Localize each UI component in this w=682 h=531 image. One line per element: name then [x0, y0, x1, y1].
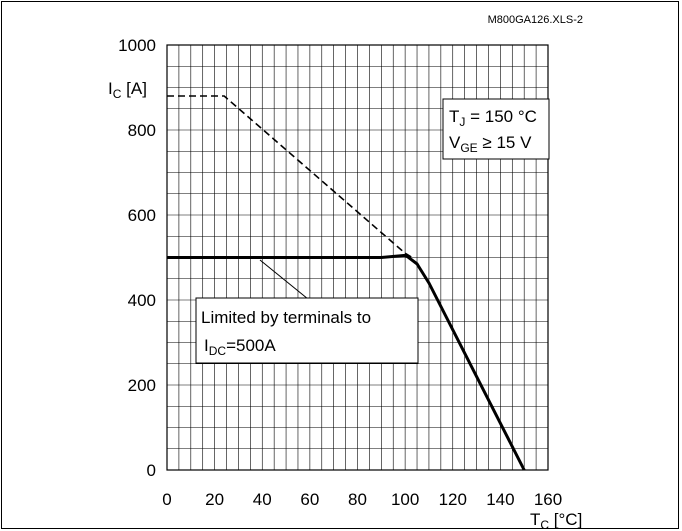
series-line-dashed [167, 95, 413, 259]
limit-note-leader-line [259, 259, 309, 300]
file-code-label: M800GA126.XLS-2 [488, 14, 583, 26]
x-tick-label: 80 [348, 490, 367, 509]
x-tick-label: 60 [300, 490, 319, 509]
x-axis-label: TC [°C] [530, 510, 582, 531]
y-axis-label: IC [A] [108, 79, 147, 101]
y-tick-label: 1000 [118, 36, 156, 55]
x-tick-label: 40 [253, 490, 272, 509]
series-line-solid [167, 253, 526, 471]
limit-note-line2: IDC=500A [204, 336, 276, 358]
tj-condition-label: TJ = 150 °C [449, 107, 537, 129]
y-tick-label: 200 [128, 376, 156, 395]
x-tick-label: 120 [439, 490, 467, 509]
x-tick-labels: 0 20 40 60 80 100 120 140 160 [162, 490, 562, 509]
limit-note-line1: Limited by terminals to [201, 308, 371, 327]
limit-note-box [195, 297, 419, 364]
y-tick-label: 800 [128, 121, 156, 140]
vge-condition-label: VGE ≥ 15 V [449, 133, 532, 155]
conditions-box [442, 98, 550, 160]
x-tick-label: 20 [205, 490, 224, 509]
x-tick-label: 0 [162, 490, 171, 509]
x-tick-label: 100 [391, 490, 419, 509]
y-tick-label: 0 [147, 461, 156, 480]
y-tick-label: 400 [128, 291, 156, 310]
y-tick-labels: 0 200 400 600 800 1000 [118, 36, 156, 480]
x-tick-label: 160 [534, 490, 562, 509]
series-group [167, 95, 526, 471]
x-tick-label: 140 [486, 490, 514, 509]
y-tick-label: 600 [128, 206, 156, 225]
